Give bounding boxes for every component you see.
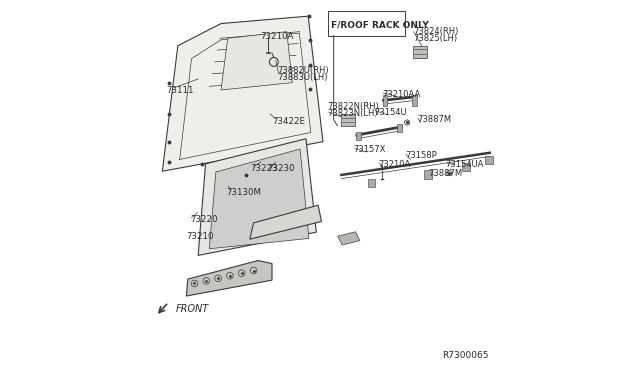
Polygon shape — [250, 205, 321, 239]
Text: 73130M: 73130M — [226, 188, 261, 197]
Polygon shape — [186, 260, 272, 296]
Bar — [412, 95, 417, 106]
Bar — [368, 179, 376, 187]
Text: 73422E: 73422E — [272, 117, 305, 126]
Text: 73210AA: 73210AA — [382, 90, 420, 99]
Bar — [424, 170, 431, 179]
Text: 73883U(LH): 73883U(LH) — [277, 73, 328, 82]
Text: 73223: 73223 — [250, 164, 277, 173]
Text: 73154U: 73154U — [374, 108, 407, 117]
Text: 73825(LH): 73825(LH) — [413, 34, 457, 43]
Text: 73220: 73220 — [190, 215, 218, 224]
Text: F/ROOF RACK ONLY: F/ROOF RACK ONLY — [331, 21, 429, 30]
Text: FRONT: FRONT — [175, 304, 209, 314]
Text: 73824(RH): 73824(RH) — [413, 27, 458, 36]
Text: 73822N(RH): 73822N(RH) — [327, 103, 379, 112]
Bar — [462, 163, 470, 171]
Polygon shape — [209, 149, 309, 249]
Polygon shape — [338, 232, 360, 245]
Text: R7300065: R7300065 — [443, 350, 489, 360]
Text: 73154UA: 73154UA — [445, 160, 484, 169]
Text: 73210: 73210 — [187, 232, 214, 241]
Polygon shape — [340, 113, 355, 126]
Polygon shape — [221, 32, 292, 90]
Text: 73158P: 73158P — [405, 151, 437, 160]
Text: 73111: 73111 — [166, 86, 193, 95]
Polygon shape — [198, 139, 316, 256]
Text: 73823N(LH): 73823N(LH) — [327, 109, 378, 118]
Text: 73887M: 73887M — [417, 115, 451, 124]
Text: 73210A: 73210A — [379, 160, 411, 169]
Text: 73887M: 73887M — [428, 169, 462, 177]
Text: 73882U(RH): 73882U(RH) — [277, 66, 329, 75]
Text: 73230: 73230 — [268, 164, 295, 173]
Text: 73210A: 73210A — [260, 32, 294, 41]
Text: 73157X: 73157X — [353, 145, 386, 154]
Bar — [328, 11, 405, 36]
Polygon shape — [163, 16, 323, 171]
Bar — [383, 95, 387, 106]
Polygon shape — [413, 46, 427, 58]
Bar — [485, 156, 493, 164]
Bar — [356, 132, 361, 140]
Bar — [397, 124, 403, 132]
